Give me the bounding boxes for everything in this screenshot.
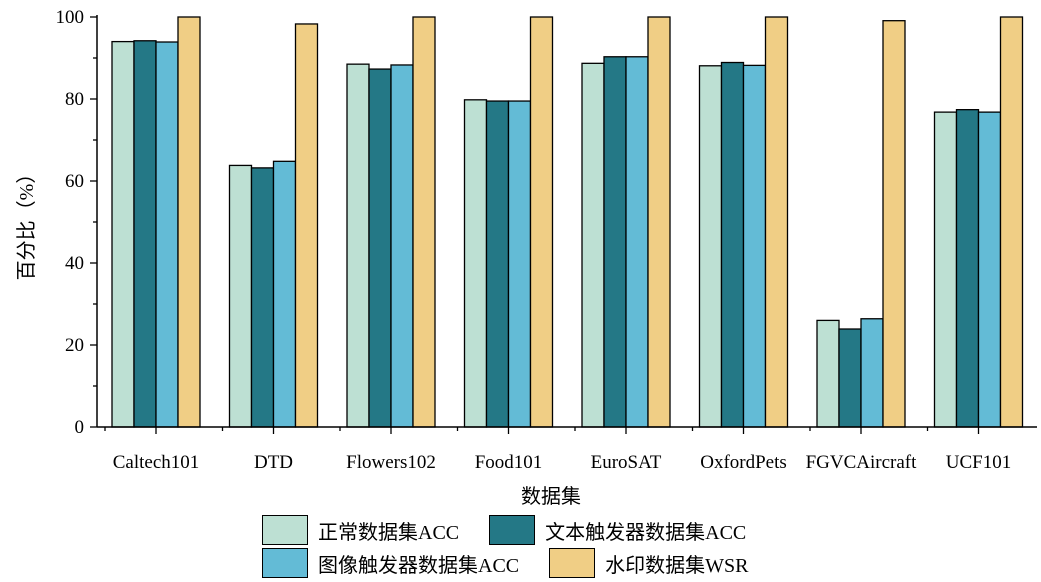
bar-eurosat-series-3 [647, 16, 671, 428]
bar-oxfordpets-series-0 [698, 65, 723, 428]
legend-label: 文本触发器数据集ACC [545, 521, 747, 544]
bar-ucf101-series-1 [955, 109, 980, 428]
legend-swatch [549, 548, 596, 578]
legend-swatch [262, 515, 308, 545]
bar-flowers102-series-1 [368, 68, 392, 428]
bar-caltech101-series-1 [133, 40, 157, 428]
bars-layer [111, 16, 1024, 428]
bar-oxfordpets-series-2 [742, 64, 767, 428]
x-tick-label-oxfordpets: OxfordPets [700, 452, 787, 473]
bar-oxfordpets-series-1 [720, 61, 745, 428]
bar-caltech101-series-2 [155, 41, 179, 428]
bar-fgvcaircraft-series-0 [816, 319, 840, 428]
bar-caltech101-series-0 [111, 40, 135, 428]
bar-ucf101-series-3 [999, 16, 1024, 428]
bar-food101-series-2 [507, 100, 532, 428]
x-tick-label-flowers102: Flowers102 [346, 452, 436, 473]
legend-row-2: 图像触发器数据集ACC 水印数据集WSR [262, 548, 778, 578]
legend-row-1: 正常数据集ACC 文本触发器数据集ACC [262, 515, 776, 545]
legend-item-normal-acc: 正常数据集ACC [262, 515, 459, 545]
bar-oxfordpets-series-3 [764, 16, 789, 428]
x-axis-title: 数据集 [521, 485, 581, 508]
bar-ucf101-series-2 [977, 111, 1002, 428]
bar-food101-series-3 [529, 16, 554, 428]
bar-dtd-series-1 [250, 167, 275, 428]
bar-food101-series-0 [463, 99, 488, 428]
bar-food101-series-1 [485, 100, 510, 428]
y-tick-label: 80 [65, 89, 84, 110]
bar-chart: 0 20 40 60 80 100 Caltech101 DTD Flowers102 Food… [15, 7, 1037, 508]
bar-flowers102-series-3 [412, 16, 436, 428]
x-tick-label-dtd: DTD [254, 452, 293, 473]
y-tick-label: 0 [75, 417, 85, 438]
legend-label: 水印数据集WSR [605, 554, 749, 577]
x-tick-label-ucf101: UCF101 [946, 452, 1011, 473]
x-ticks: Caltech101 DTD Flowers102 Food101 EuroSAT Oxf… [104, 427, 1011, 473]
bar-flowers102-series-2 [390, 64, 414, 428]
bar-dtd-series-2 [272, 160, 297, 428]
bar-eurosat-series-1 [603, 56, 627, 428]
bar-fgvcaircraft-series-2 [860, 318, 884, 428]
legend-item-text-trigger-acc: 文本触发器数据集ACC [489, 515, 746, 545]
legend-swatch [489, 515, 536, 545]
y-axis-title: 百分比（%） [15, 164, 38, 281]
legend: 正常数据集ACC 文本触发器数据集ACC 图像触发器数据集ACC 水印数据集WS… [0, 510, 1041, 582]
bar-fgvcaircraft-series-1 [838, 328, 862, 428]
bar-dtd-series-3 [294, 23, 319, 428]
bar-ucf101-series-0 [933, 111, 958, 428]
y-tick-label: 20 [65, 335, 84, 356]
bar-dtd-series-0 [228, 164, 253, 428]
y-ticks: 0 20 40 60 80 100 [56, 7, 97, 438]
x-tick-label-eurosat: EuroSAT [591, 452, 662, 473]
y-tick-label: 60 [65, 171, 84, 192]
y-tick-label: 100 [56, 7, 85, 28]
x-tick-label-food101: Food101 [475, 452, 543, 473]
x-tick-label-caltech101: Caltech101 [113, 452, 200, 473]
legend-item-image-trigger-acc: 图像触发器数据集ACC [262, 548, 519, 578]
bar-eurosat-series-2 [625, 56, 649, 428]
legend-swatch [262, 548, 308, 578]
bar-fgvcaircraft-series-3 [882, 20, 906, 428]
legend-label: 正常数据集ACC [318, 521, 460, 544]
bar-flowers102-series-0 [346, 63, 370, 428]
legend-item-watermark-wsr: 水印数据集WSR [549, 548, 748, 578]
bar-caltech101-series-3 [177, 16, 201, 428]
legend-label: 图像触发器数据集ACC [318, 554, 520, 577]
y-tick-label: 40 [65, 253, 84, 274]
x-tick-label-fgvcaircraft: FGVCAircraft [806, 452, 918, 473]
bar-eurosat-series-0 [581, 62, 605, 428]
